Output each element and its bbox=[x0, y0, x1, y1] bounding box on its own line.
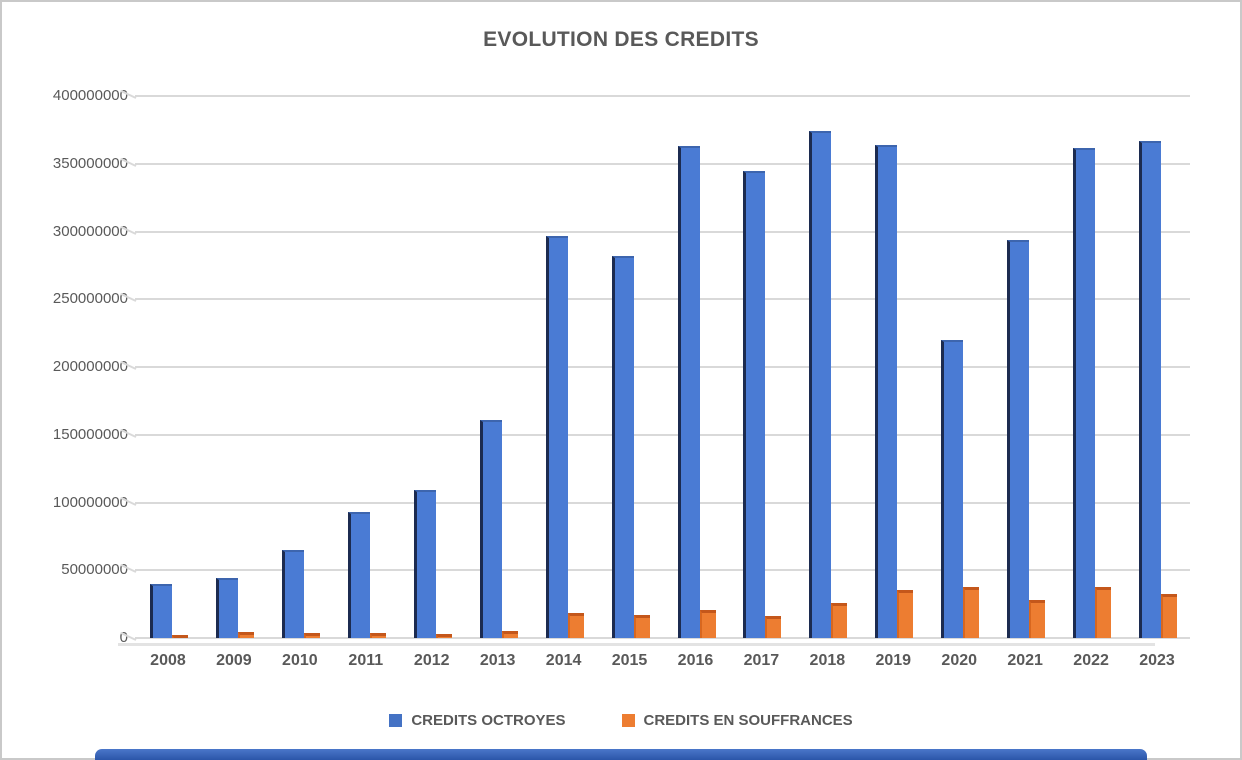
gridline bbox=[135, 298, 1190, 301]
y-axis-label: 300000000 bbox=[52, 222, 128, 240]
legend-swatch-icon bbox=[389, 714, 403, 727]
y-axis-label: 100000000 bbox=[52, 493, 128, 511]
x-axis-label: 2017 bbox=[743, 652, 780, 669]
x-axis-label: 2011 bbox=[348, 652, 384, 669]
x-axis-label: 2015 bbox=[611, 652, 648, 669]
background-window-edge bbox=[95, 749, 1147, 760]
x-axis-label: 2012 bbox=[413, 652, 450, 669]
bar-credits-octroyes-2011 bbox=[347, 512, 370, 638]
bar-credits-en-souffrances-2014 bbox=[567, 612, 584, 638]
bar-group-2017 bbox=[728, 96, 794, 638]
x-axis-label: 2021 bbox=[1007, 652, 1043, 669]
x-axis-label: 2014 bbox=[545, 652, 582, 669]
legend: CREDITS OCTROYES CREDITS EN SOUFFRANCES bbox=[0, 712, 1242, 729]
bar-group-2013 bbox=[465, 96, 531, 638]
bar-group-2011 bbox=[333, 96, 399, 638]
x-axis-label: 2009 bbox=[216, 652, 252, 669]
bar-credits-en-souffrances-2009 bbox=[237, 631, 254, 638]
legend-label: CREDITS EN SOUFFRANCES bbox=[643, 712, 853, 729]
bar-credits-octroyes-2013 bbox=[479, 419, 502, 638]
bar-credits-en-souffrances-2011 bbox=[369, 632, 386, 638]
bar-credits-octroyes-2016 bbox=[677, 146, 700, 638]
bar-credits-en-souffrances-2013 bbox=[501, 630, 518, 638]
bar-credits-octroyes-2019 bbox=[875, 144, 898, 638]
x-axis-label: 2013 bbox=[479, 652, 516, 669]
x-axis-label: 2019 bbox=[875, 652, 912, 669]
bar-credits-octroyes-2012 bbox=[413, 490, 436, 638]
bar-credits-en-souffrances-2012 bbox=[435, 633, 452, 638]
gridline bbox=[135, 637, 1190, 639]
bar-credits-en-souffrances-2023 bbox=[1161, 593, 1178, 638]
bar-credits-octroyes-2022 bbox=[1073, 147, 1096, 638]
bar-group-2014 bbox=[531, 96, 597, 638]
bar-group-2021 bbox=[992, 96, 1058, 638]
plot-area bbox=[118, 89, 1190, 646]
chart-title: EVOLUTION DES CREDITS bbox=[483, 28, 759, 51]
bar-credits-en-souffrances-2020 bbox=[963, 586, 980, 638]
bar-credits-octroyes-2020 bbox=[941, 339, 964, 638]
bar-credits-en-souffrances-2017 bbox=[765, 616, 782, 638]
bar-group-2018 bbox=[794, 96, 860, 638]
bar-group-2015 bbox=[597, 96, 663, 638]
bar-credits-en-souffrances-2015 bbox=[633, 614, 650, 638]
bar-credits-en-souffrances-2022 bbox=[1095, 587, 1112, 638]
bar-group-2012 bbox=[399, 96, 465, 638]
y-axis-label: 150000000 bbox=[52, 425, 128, 443]
x-axis-label: 2022 bbox=[1073, 652, 1109, 669]
bar-credits-octroyes-2015 bbox=[611, 255, 634, 638]
bar-group-2010 bbox=[267, 96, 333, 638]
x-axis-label: 2010 bbox=[282, 652, 318, 669]
y-axis-label: 0 bbox=[119, 629, 128, 646]
bar-credits-en-souffrances-2019 bbox=[897, 589, 914, 638]
y-axis: 400000000 350000000 300000000 250000000 2000… bbox=[22, 87, 128, 646]
plot-floor-line bbox=[118, 643, 1155, 646]
legend-item: CREDITS OCTROYES bbox=[389, 712, 566, 729]
legend-swatch-icon bbox=[621, 714, 635, 727]
bar-credits-en-souffrances-2021 bbox=[1029, 600, 1046, 638]
bar-group-2023 bbox=[1124, 96, 1190, 638]
x-axis-label: 2018 bbox=[809, 652, 846, 669]
legend-label: CREDITS OCTROYES bbox=[411, 712, 566, 729]
bar-group-2019 bbox=[860, 96, 926, 638]
x-axis-label: 2008 bbox=[150, 652, 186, 669]
bar-credits-octroyes-2023 bbox=[1139, 140, 1162, 638]
bar-group-2022 bbox=[1058, 96, 1124, 638]
y-axis-label: 50000000 bbox=[61, 561, 128, 579]
gridline bbox=[135, 95, 1190, 97]
gridline bbox=[135, 366, 1190, 368]
y-axis-label: 400000000 bbox=[52, 87, 128, 104]
bar-credits-octroyes-2009 bbox=[215, 578, 238, 638]
legend-item: CREDITS EN SOUFFRANCES bbox=[621, 712, 853, 729]
bar-credits-en-souffrances-2008 bbox=[172, 634, 188, 638]
gridline bbox=[135, 433, 1190, 436]
gridline bbox=[135, 230, 1190, 233]
x-axis: 2008 2009 2010 2011 2012 2013 2014 2015 2016 2017… bbox=[135, 652, 1190, 676]
bar-group-2009 bbox=[201, 96, 267, 638]
y-axis-label: 350000000 bbox=[52, 154, 128, 172]
x-axis-label: 2016 bbox=[677, 652, 714, 669]
bar-credits-octroyes-2017 bbox=[743, 170, 766, 638]
gridline bbox=[135, 162, 1190, 165]
x-axis-label: 2023 bbox=[1139, 652, 1175, 669]
gridline bbox=[135, 569, 1190, 572]
bar-group-2016 bbox=[663, 96, 729, 638]
y-axis-label: 250000000 bbox=[52, 290, 128, 308]
bar-credits-octroyes-2014 bbox=[545, 235, 568, 638]
gridline bbox=[135, 501, 1190, 504]
y-axis-label: 200000000 bbox=[52, 358, 128, 375]
bar-credits-octroyes-2010 bbox=[281, 549, 304, 638]
bar-credits-octroyes-2008 bbox=[150, 583, 172, 638]
bar-credits-octroyes-2021 bbox=[1007, 239, 1030, 638]
bar-credits-octroyes-2018 bbox=[809, 131, 832, 638]
bar-group-2008 bbox=[135, 96, 201, 638]
x-axis-label: 2020 bbox=[941, 652, 978, 669]
bar-credits-en-souffrances-2018 bbox=[831, 602, 848, 638]
bar-credits-en-souffrances-2010 bbox=[303, 632, 320, 638]
bar-group-2020 bbox=[926, 96, 992, 638]
bar-credits-en-souffrances-2016 bbox=[699, 609, 716, 638]
